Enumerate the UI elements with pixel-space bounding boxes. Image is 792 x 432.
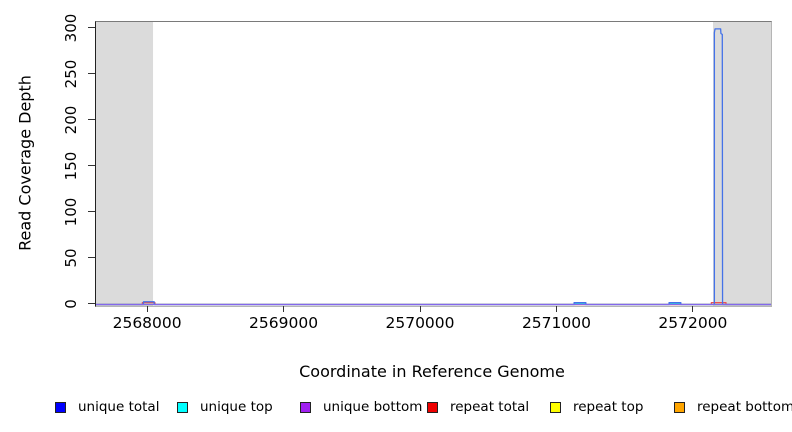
y-tick-label: 200 [62, 105, 80, 135]
y-tick [88, 211, 95, 213]
x-tick [146, 306, 148, 312]
y-axis-title: Read Coverage Depth [15, 75, 35, 251]
legend-item-repeat-bottom: repeat bottom [674, 398, 792, 416]
x-axis-title: Coordinate in Reference Genome [299, 362, 565, 381]
legend-label: repeat bottom [697, 399, 792, 415]
legend-label: repeat total [450, 399, 530, 415]
y-tick [88, 303, 95, 304]
x-tick-label: 2572000 [658, 314, 728, 332]
y-tick-label: 250 [62, 59, 80, 89]
unique-top-swatch-icon [177, 401, 188, 413]
legend-item-repeat-total: repeat total [427, 398, 529, 416]
x-tick [692, 306, 694, 312]
x-tick-label: 2570000 [385, 314, 455, 332]
y-tick-label: 150 [62, 151, 80, 181]
plot-area [95, 21, 772, 307]
x-tick [419, 306, 421, 312]
x-tick [555, 306, 557, 312]
x-tick-label: 2569000 [249, 314, 319, 332]
y-tick-label: 300 [62, 13, 80, 43]
coverage-line-chart [96, 22, 771, 306]
legend-label: unique top [200, 399, 273, 415]
series-line-unique-total [96, 28, 771, 306]
y-tick [88, 257, 95, 259]
legend-item-unique-top: unique top [177, 398, 273, 416]
x-tick-label: 2568000 [112, 314, 182, 332]
y-tick-label: 100 [62, 197, 80, 226]
repeat-bottom-swatch-icon [674, 401, 685, 413]
chart-legend: unique total unique top unique bottom re… [0, 398, 792, 420]
legend-item-repeat-top: repeat top [550, 398, 643, 416]
legend-item-unique-bottom: unique bottom [300, 398, 422, 416]
y-tick [88, 27, 95, 29]
shaded-region [96, 22, 154, 306]
legend-item-unique-total: unique total [55, 398, 159, 416]
legend-label: unique total [78, 399, 160, 415]
y-tick [88, 119, 95, 121]
y-tick [88, 165, 95, 167]
repeat-total-swatch-icon [427, 401, 438, 413]
unique-total-swatch-icon [55, 401, 66, 413]
y-tick-label: 50 [62, 248, 80, 268]
legend-label: unique bottom [323, 399, 423, 415]
y-tick-label: 0 [62, 298, 80, 309]
repeat-top-swatch-icon [550, 401, 561, 413]
legend-label: repeat top [573, 399, 644, 415]
x-tick-label: 2571000 [521, 314, 591, 332]
unique-bottom-swatch-icon [300, 401, 311, 413]
y-tick [88, 73, 95, 75]
x-tick [283, 306, 285, 312]
